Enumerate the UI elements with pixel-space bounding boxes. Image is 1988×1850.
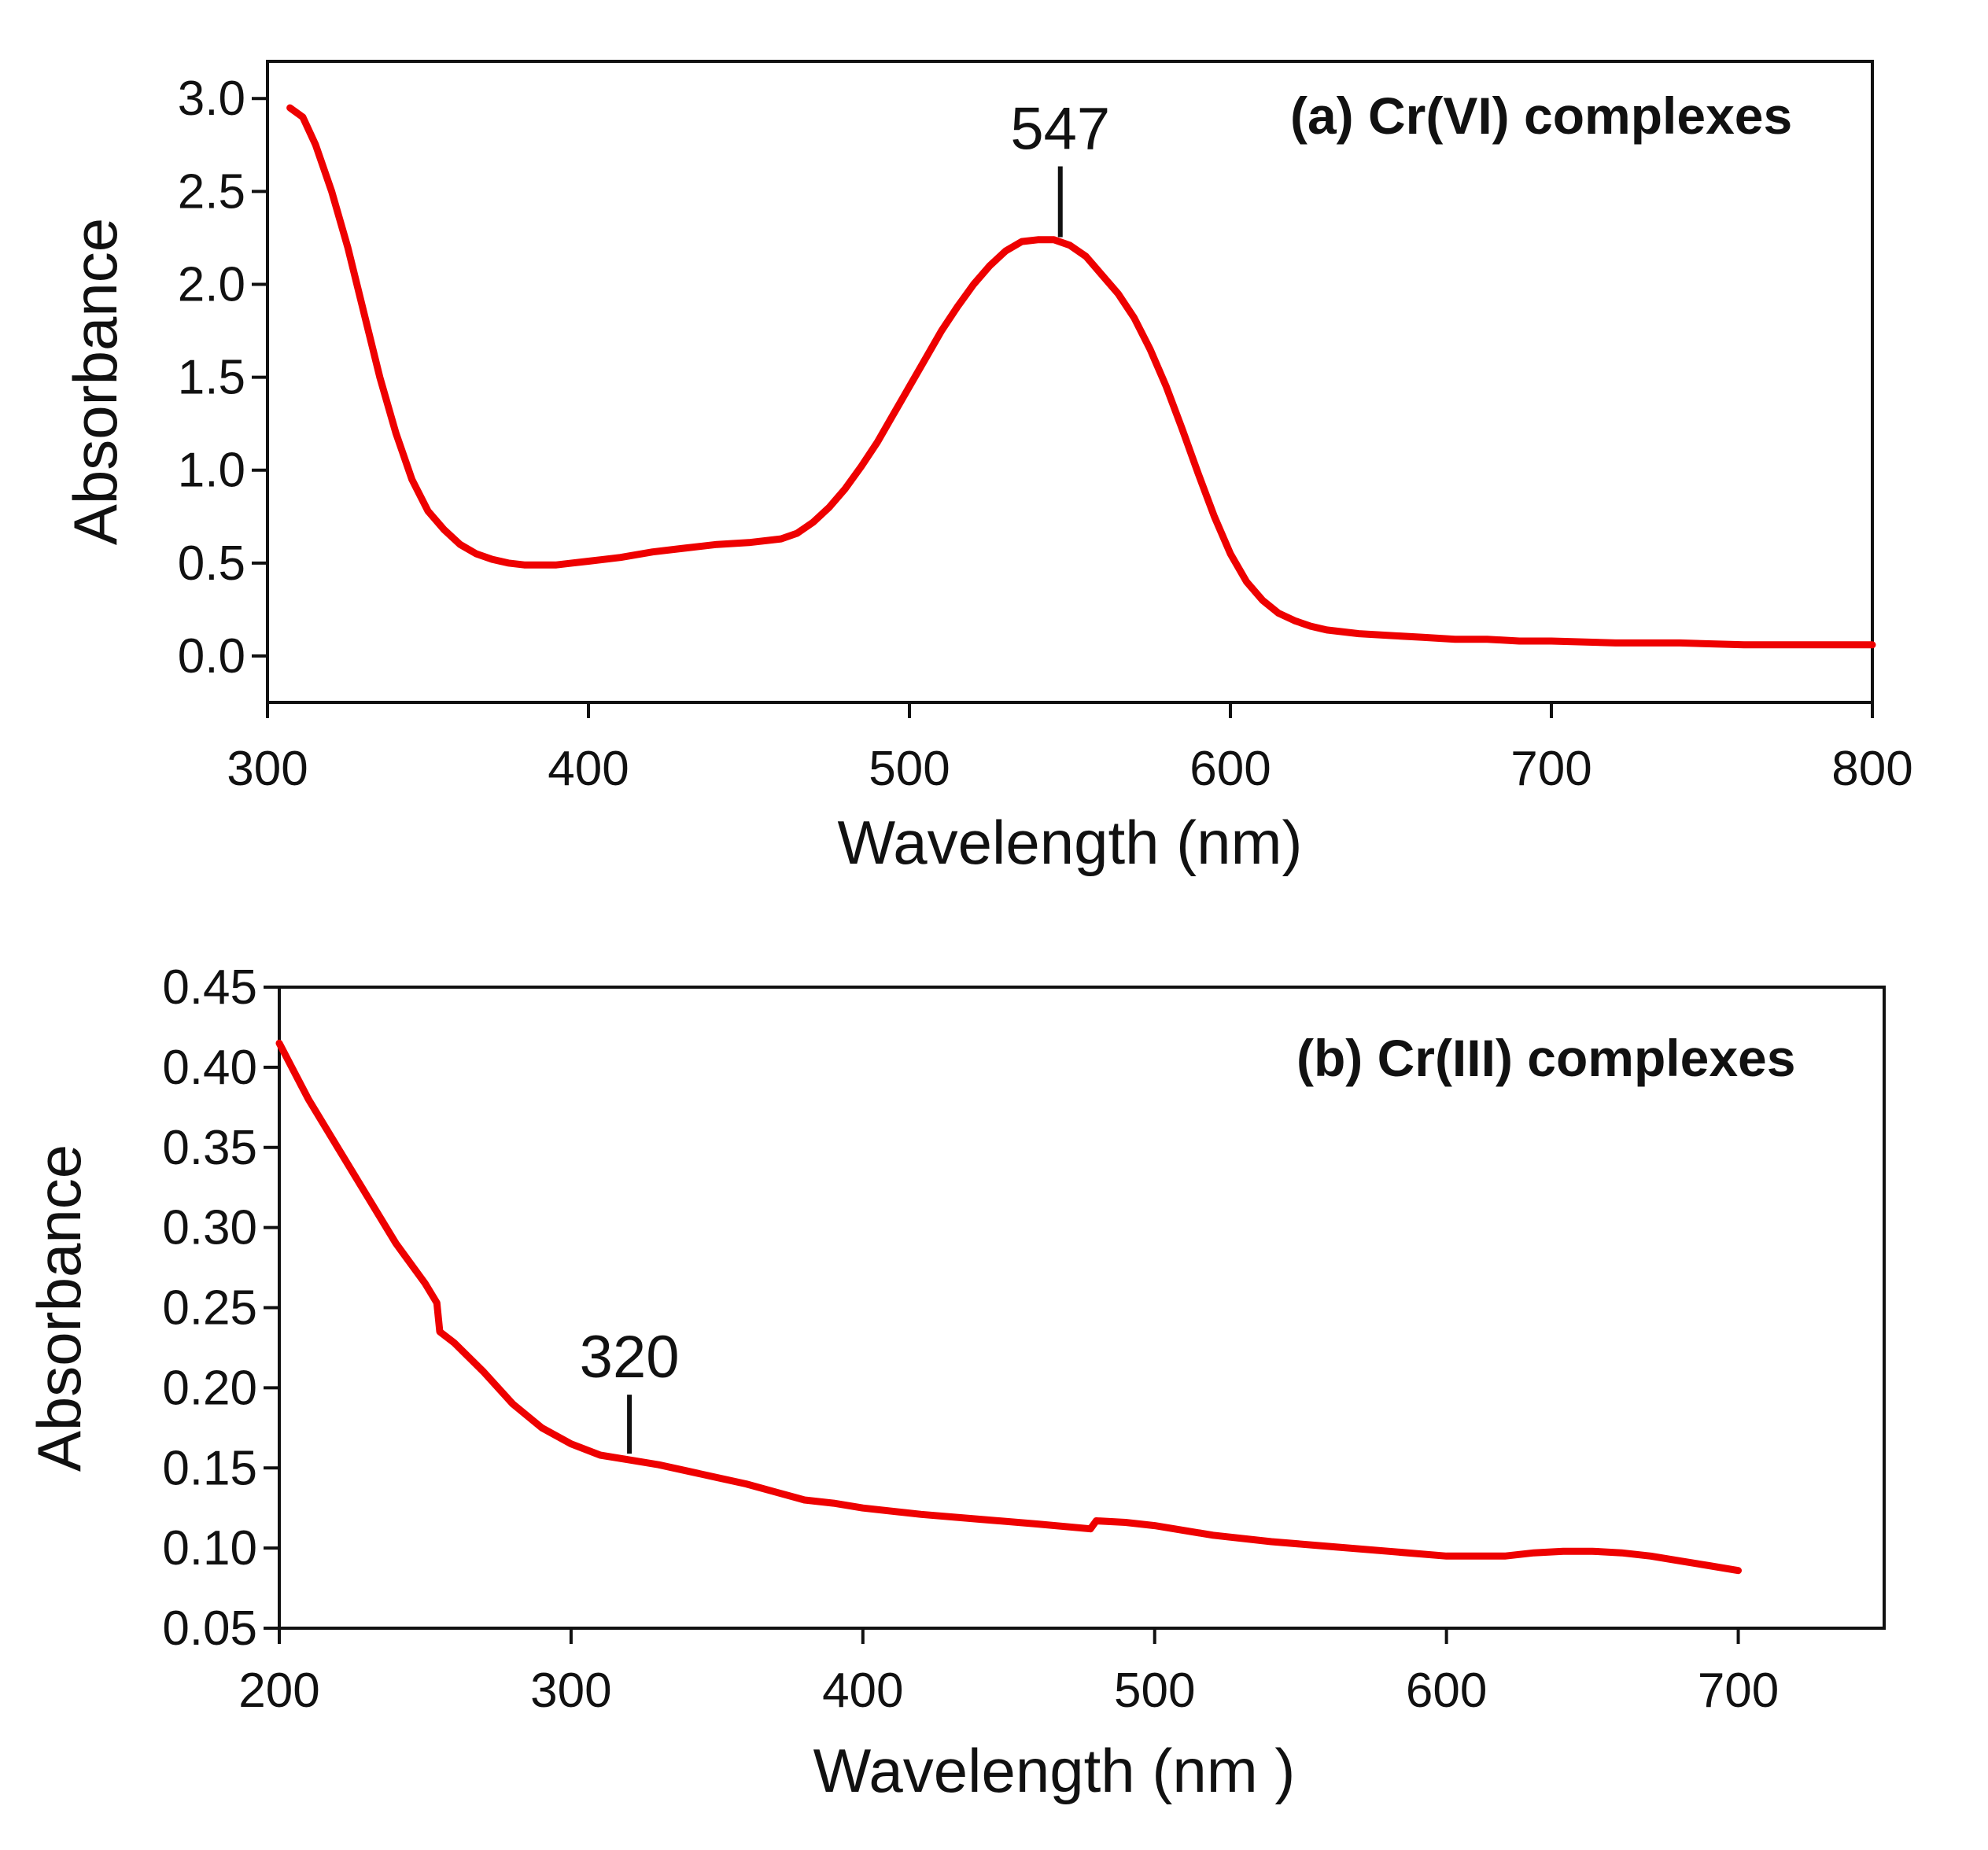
panel-b-y-tick-label: 0.35	[162, 1121, 257, 1175]
panel-b-x-axis: 200 300 400 500 600 700	[238, 1628, 1779, 1718]
panel-b-y-tick-label: 0.25	[162, 1281, 257, 1336]
panel-a-cr-vi-chart: 300 400 500 600 700 800 0.0 0.5 1.0 1.5 2.0 2.5 3.0…	[61, 60, 1913, 877]
panel-a-y-tick-label: 0.0	[178, 629, 245, 684]
panel-a-x-axis: 300 400 500 600 700 800	[227, 702, 1913, 796]
panel-b-title: (b) Cr(III) complexes	[1296, 1029, 1795, 1087]
panel-a-y-tick-label: 2.5	[178, 164, 245, 219]
panel-a-y-tick-label: 3.0	[178, 72, 245, 126]
panel-a-series-line	[286, 104, 1876, 649]
panel-b-y-tick-label: 0.20	[162, 1361, 257, 1415]
panel-a-y-tick-label: 1.0	[178, 444, 245, 498]
panel-a-x-tick-label: 400	[548, 742, 629, 796]
panel-a-y-tick-label: 0.5	[178, 536, 245, 591]
panel-b-y-tick-label: 0.45	[162, 960, 257, 1015]
panel-b-x-axis-title: Wavelength (nm )	[813, 1736, 1296, 1805]
panel-a-x-tick-label: 300	[227, 742, 308, 796]
panel-b-x-tick-label: 600	[1406, 1664, 1487, 1718]
panel-b-y-tick-label: 0.05	[162, 1601, 257, 1656]
panel-a-y-tick-label: 2.0	[178, 257, 245, 311]
panel-a-y-axis-title: Absorbance	[61, 218, 130, 545]
panel-b-y-tick-label: 0.40	[162, 1041, 257, 1095]
panel-b-cr-iii-chart: 200 300 400 500 600 700 0.050.100.150.200.250…	[24, 960, 1886, 1805]
panel-b-y-tick-label: 0.30	[162, 1201, 257, 1255]
panel-b-x-tick-label: 300	[530, 1664, 611, 1718]
panel-a-x-tick-label: 600	[1189, 742, 1271, 796]
panel-a-x-tick-label: 500	[869, 742, 950, 796]
panel-a-plot-frame	[266, 60, 1874, 704]
panel-b-y-axis-title: Absorbance	[24, 1144, 94, 1472]
panel-b-x-tick-label: 200	[238, 1664, 319, 1718]
panel-b-series-line	[275, 1039, 1742, 1575]
panel-a-y-axis: 0.0 0.5 1.0 1.5 2.0 2.5 3.0	[178, 72, 267, 684]
panel-a-x-tick-label: 800	[1831, 742, 1912, 796]
panel-a-title: (a) Cr(VI) complexes	[1290, 87, 1792, 145]
panel-b-y-tick-label: 0.15	[162, 1441, 257, 1495]
panel-b-y-tick-label: 0.10	[162, 1521, 257, 1575]
panel-a-y-tick-label: 1.5	[178, 351, 245, 405]
panel-b-peak-label: 320	[580, 1324, 680, 1391]
panel-b-x-tick-label: 400	[822, 1664, 903, 1718]
panel-b-x-tick-label: 500	[1114, 1664, 1195, 1718]
panel-a-x-tick-label: 700	[1510, 742, 1592, 796]
panel-b-y-axis: 0.05 0.10 0.15 0.20 0.25 0.30 0.35 0.40 0.45	[162, 960, 279, 1656]
panel-a-x-axis-title: Wavelength (nm)	[838, 808, 1303, 877]
panel-b-x-tick-label: 700	[1698, 1664, 1779, 1718]
panel-a-peak-label: 547	[1010, 96, 1110, 163]
